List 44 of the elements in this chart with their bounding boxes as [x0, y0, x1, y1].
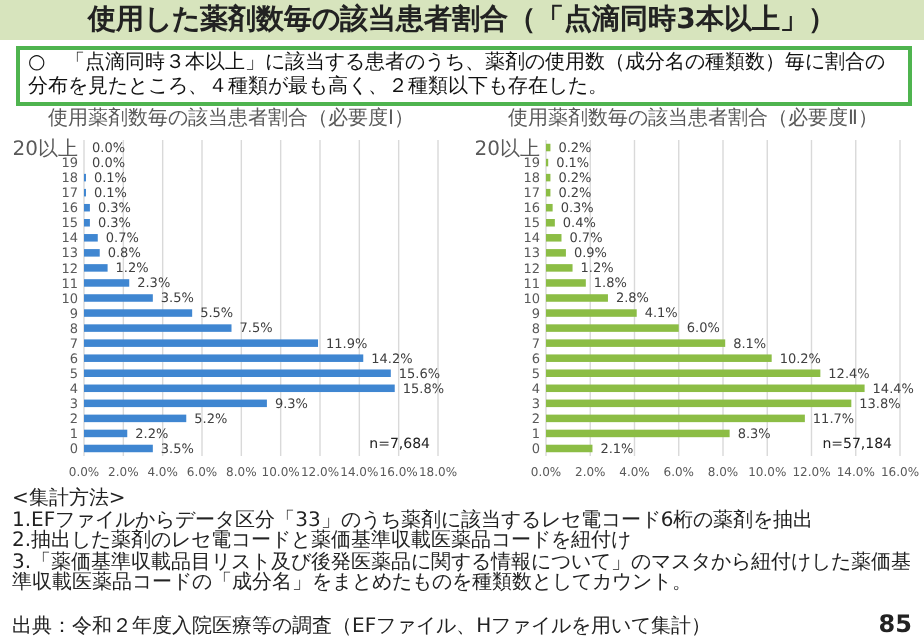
- text: ○ 「点滴同時３本以上」に該当する患者のうち、薬剤の使用数（成分名の種類数）毎に割合の分布を見たところ、４種類が最も高く、２種類以下も存在した。: [16, 46, 912, 106]
- bar: [546, 384, 865, 393]
- chart-title: 使用薬剤数毎の該当患者割合（必要度Ⅰ）: [48, 106, 414, 130]
- text: 85: [878, 610, 912, 638]
- bar: [546, 369, 821, 377]
- bar: [84, 339, 319, 347]
- bar: [84, 203, 90, 212]
- bar: [546, 309, 637, 317]
- text: 2.抽出した薬剤のレセ電コードと薬価基準収載医薬品コードを紐付け: [12, 530, 634, 552]
- bar: [546, 294, 608, 302]
- bar: [84, 264, 108, 272]
- text: 3.「薬価基準収載品目リスト及び後発医薬品に関する情報について」のマスタから紐付けした薬価基準収載医薬品コードの「成分名」をまとめたものを種類数としてカウント。: [12, 551, 914, 595]
- bar: [546, 219, 555, 227]
- text: 1.EFファイルからデータ区分「33」のうち薬剤に該当するレセ電コード6桁の薬剤を抽出: [12, 509, 816, 531]
- bar: [84, 369, 391, 377]
- bar: [84, 429, 128, 438]
- text: 使用した薬剤数毎の該当患者割合（「点滴同時3本以上」）: [0, 0, 924, 40]
- bar: [546, 429, 730, 438]
- bar: [546, 414, 805, 423]
- bar: [84, 309, 193, 317]
- bar: [84, 294, 153, 302]
- bar: [546, 339, 726, 347]
- bar: [84, 249, 100, 257]
- bar: [546, 354, 772, 362]
- bar: [84, 384, 395, 393]
- bar: [546, 444, 593, 453]
- bar: [84, 219, 90, 227]
- bar: [84, 234, 98, 242]
- bar: [546, 324, 679, 332]
- bar: [84, 324, 232, 332]
- bar: [546, 264, 573, 272]
- bar: [84, 399, 267, 408]
- bar: [546, 399, 852, 408]
- bar: [546, 279, 586, 287]
- bar: [84, 414, 187, 423]
- bar: [546, 249, 566, 257]
- chart-title: 使用薬剤数毎の該当患者割合（必要度Ⅱ）: [508, 106, 878, 130]
- bar: [84, 444, 153, 453]
- text: <集計方法>: [12, 488, 128, 511]
- bar: [546, 203, 553, 212]
- bar: [84, 279, 130, 287]
- bar: [84, 354, 364, 362]
- bar: [546, 234, 562, 242]
- source-note: 出典：令和２年度入院医療等の調査（EFファイル、Hファイルを用いて集計）: [12, 616, 712, 638]
